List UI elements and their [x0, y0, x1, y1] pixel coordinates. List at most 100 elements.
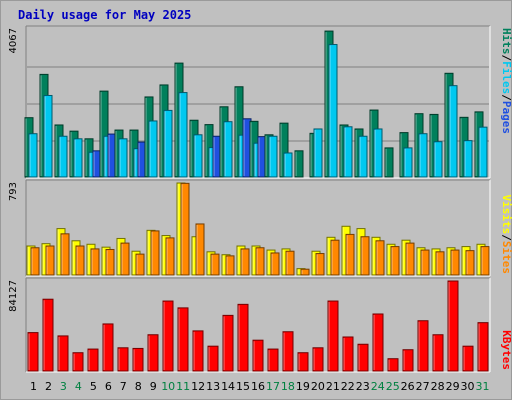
bar-files-4: [73, 138, 83, 178]
bar-files-23: [358, 135, 368, 178]
x-tick-label-13: 13: [206, 380, 220, 393]
x-tick-label-29: 29: [446, 380, 460, 393]
bar-kbytes-31: [477, 322, 489, 372]
bar-files-21: [328, 44, 338, 178]
legend-separator: /: [500, 55, 512, 62]
bar-sites-29: [450, 249, 460, 276]
bar-files-27: [418, 133, 428, 178]
legend-item-sites: Sites: [500, 241, 512, 274]
bar-sites-15: [240, 248, 250, 276]
bar-sites-7: [120, 242, 130, 276]
legend-item-pages: Pages: [500, 101, 512, 134]
bar-sites-31: [480, 246, 490, 276]
bar-files-2: [43, 94, 53, 178]
bar-sites-6: [105, 248, 115, 276]
x-tick-label-22: 22: [341, 380, 355, 393]
x-tick-label-18: 18: [281, 380, 295, 393]
legend-visits-sites: Visits/Sites: [500, 195, 512, 275]
bar-sites-12: [195, 223, 205, 276]
bar-kbytes-7: [117, 347, 129, 372]
bar-kbytes-28: [432, 334, 444, 372]
bar-sites-14: [225, 255, 235, 276]
legend-separator: /: [500, 234, 512, 241]
bar-sites-26: [405, 242, 415, 276]
bar-sites-8: [135, 253, 145, 276]
bar-sites-30: [465, 250, 475, 276]
legend-kbytes: KBytes: [500, 330, 512, 370]
x-tick-label-12: 12: [191, 380, 205, 393]
bar-sites-18: [285, 250, 295, 276]
bar-kbytes-22: [342, 336, 354, 372]
bar-kbytes-24: [372, 313, 384, 372]
x-tick-label-27: 27: [416, 380, 430, 393]
x-tick-label-16: 16: [251, 380, 265, 393]
x-tick-label-28: 28: [431, 380, 445, 393]
bar-sites-17: [270, 252, 280, 276]
bar-sites-21: [330, 239, 340, 276]
bar-kbytes-29: [447, 280, 459, 372]
bar-kbytes-14: [222, 314, 234, 372]
bar-files-12: [193, 134, 203, 178]
x-tick-label-24: 24: [371, 380, 385, 393]
bar-files-20: [313, 128, 323, 178]
x-tick-label-3: 3: [60, 380, 67, 393]
bar-files-1: [28, 133, 38, 178]
bar-sites-16: [255, 247, 265, 276]
x-tick-label-7: 7: [120, 380, 127, 393]
bar-files-30: [463, 140, 473, 178]
bar-kbytes-4: [72, 352, 84, 372]
bar-sites-1: [30, 247, 40, 276]
bar-files-22: [343, 126, 353, 178]
x-tick-label-4: 4: [75, 380, 82, 393]
bar-kbytes-15: [237, 303, 249, 372]
bar-files-26: [403, 147, 413, 178]
bar-kbytes-9: [147, 334, 159, 372]
axis-max-label: 4067: [8, 28, 19, 53]
legend-separator: /: [500, 94, 512, 101]
bar-sites-10: [165, 237, 175, 276]
legend-item-kbytes: KBytes: [500, 330, 512, 370]
bar-hits-25: [384, 147, 394, 178]
bar-kbytes-23: [357, 343, 369, 372]
bar-files-18: [283, 152, 293, 178]
bar-sites-9: [150, 230, 160, 276]
x-tick-label-5: 5: [90, 380, 97, 393]
panel-hits-files-pages: 4067 Hits/Files/Pages: [8, 25, 512, 179]
bar-sites-27: [420, 249, 430, 276]
x-tick-label-26: 26: [401, 380, 415, 393]
x-tick-label-23: 23: [356, 380, 370, 393]
x-tick-label-17: 17: [266, 380, 280, 393]
bar-kbytes-1: [27, 332, 39, 372]
bar-files-11: [178, 92, 188, 178]
bar-sites-2: [45, 245, 55, 276]
bar-sites-11: [180, 182, 190, 276]
legend-hits-files-pages: Hits/Files/Pages: [500, 28, 512, 134]
panel-visits-sites: 793 Visits/Sites: [8, 179, 512, 277]
x-tick-label-8: 8: [135, 380, 142, 393]
bar-kbytes-27: [417, 320, 429, 372]
x-tick-label-15: 15: [236, 380, 250, 393]
bar-kbytes-6: [102, 323, 114, 372]
bar-kbytes-30: [462, 345, 474, 372]
bar-sites-3: [60, 233, 70, 276]
axis-max-label: 793: [8, 182, 19, 201]
x-tick-label-10: 10: [161, 380, 175, 393]
bar-kbytes-18: [282, 331, 294, 372]
bar-kbytes-3: [57, 335, 69, 372]
bar-sites-24: [375, 240, 385, 276]
bar-kbytes-25: [387, 358, 399, 372]
bar-kbytes-19: [297, 352, 309, 372]
axis-max-label: 84127: [8, 280, 19, 312]
x-tick-label-30: 30: [461, 380, 475, 393]
bar-files-31: [478, 126, 488, 178]
bar-kbytes-5: [87, 348, 99, 372]
bar-kbytes-17: [267, 348, 279, 372]
bar-hits-19: [294, 150, 304, 178]
x-tick-label-6: 6: [105, 380, 112, 393]
bar-sites-25: [390, 246, 400, 276]
bar-files-29: [448, 85, 458, 178]
bar-files-28: [433, 141, 443, 178]
x-tick-label-1: 1: [30, 380, 37, 393]
bar-files-9: [148, 120, 158, 178]
